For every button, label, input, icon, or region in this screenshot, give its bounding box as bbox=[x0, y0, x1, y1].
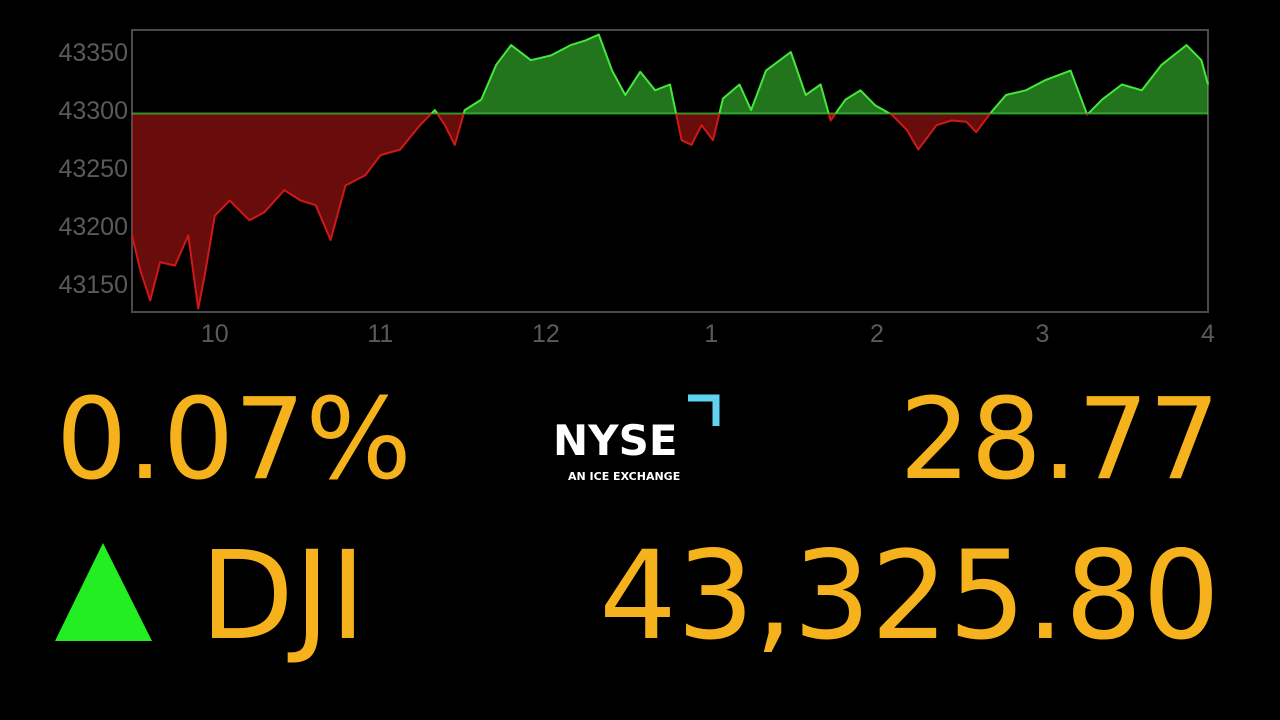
y-tick-label: 43150 bbox=[58, 271, 128, 299]
line bbox=[131, 33, 1209, 310]
y-tick-label: 43300 bbox=[58, 97, 128, 125]
x-tick-label: 4 bbox=[1201, 320, 1215, 348]
y-tick-label: 43250 bbox=[58, 155, 128, 183]
price: 43,325.80 bbox=[599, 525, 1220, 667]
x-tick-label: 2 bbox=[870, 320, 884, 348]
symbol: DJI bbox=[200, 525, 366, 667]
logo-name: NYSE bbox=[553, 416, 678, 465]
logo-tagline: AN ICE EXCHANGE bbox=[568, 470, 680, 483]
x-tick-label: 12 bbox=[532, 320, 560, 348]
x-tick-label: 11 bbox=[367, 320, 393, 348]
x-tick-label: 1 bbox=[704, 320, 718, 348]
x-tick-label: 3 bbox=[1036, 320, 1050, 348]
y-tick-label: 43200 bbox=[58, 213, 128, 241]
y-tick-label: 43350 bbox=[58, 39, 128, 67]
nyse-logo: NYSE AN ICE EXCHANGE bbox=[553, 394, 720, 483]
change: 28.77 bbox=[899, 375, 1220, 505]
area bbox=[132, 34, 1208, 309]
logo-corner bbox=[688, 394, 720, 426]
x-tick-label: 10 bbox=[201, 320, 229, 348]
percent-change: 0.07% bbox=[56, 375, 412, 505]
up-arrow bbox=[55, 543, 152, 641]
